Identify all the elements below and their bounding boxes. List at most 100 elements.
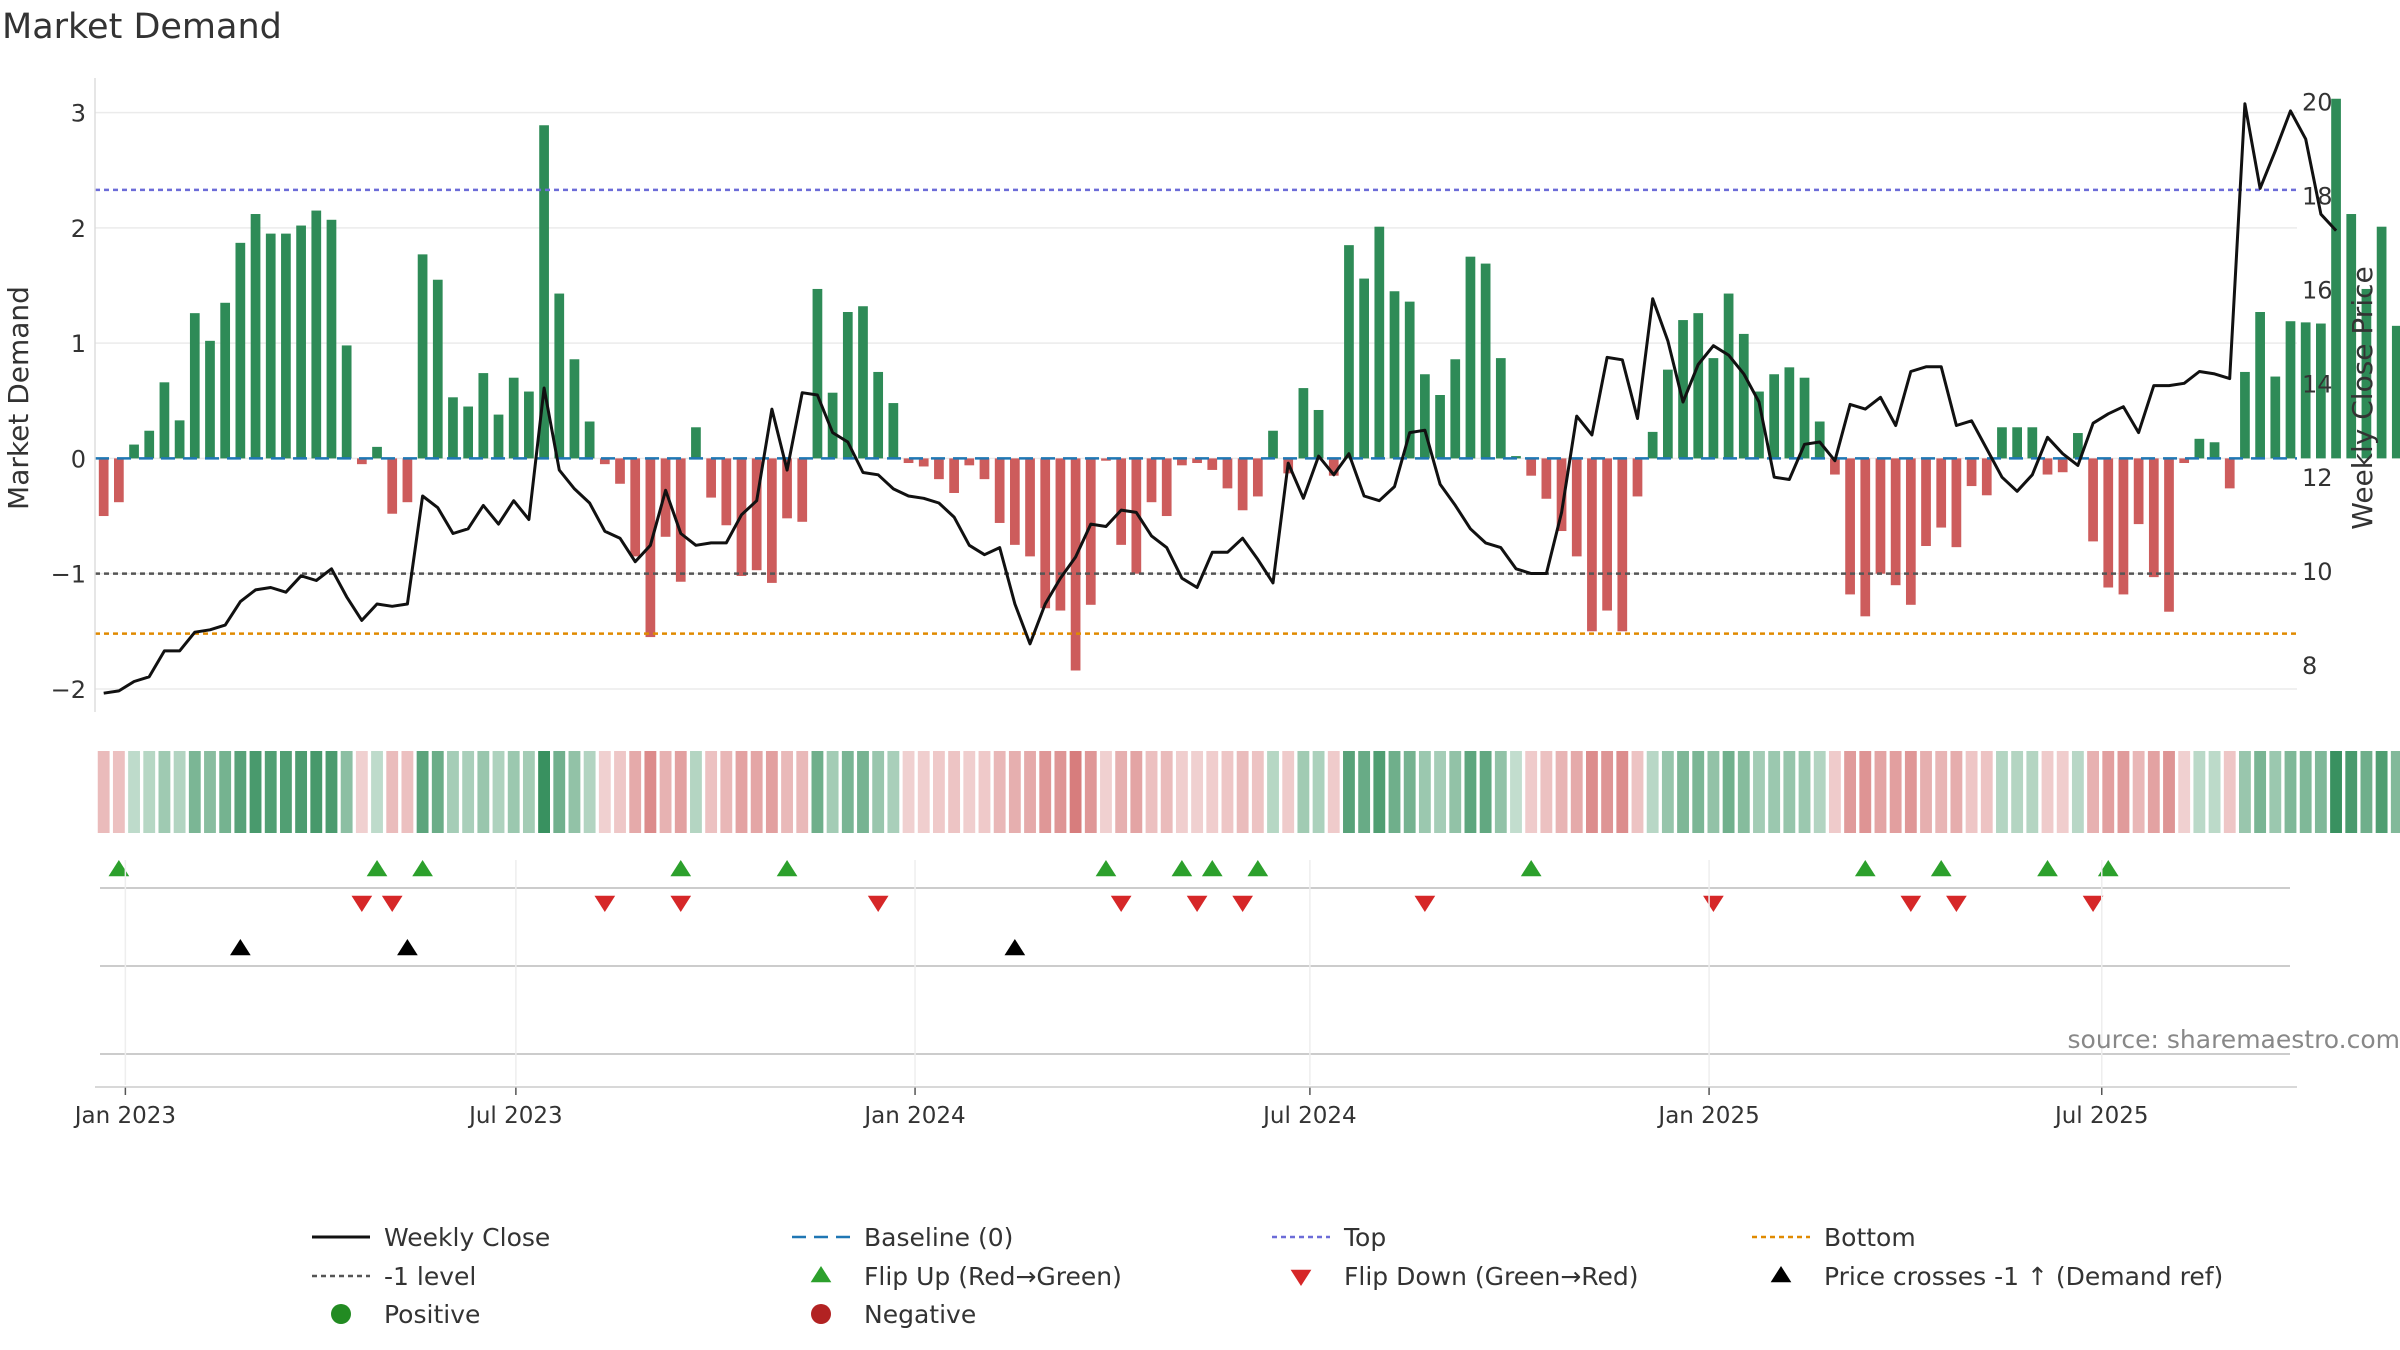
strip-cell <box>659 751 672 833</box>
demand-bar <box>463 406 474 459</box>
strip-cell <box>355 751 368 833</box>
demand-bar <box>1252 458 1263 497</box>
strip-cell <box>720 751 733 833</box>
flip-up-marker <box>1201 860 1223 877</box>
strip-cell <box>97 751 110 833</box>
strip-cell <box>1054 751 1067 833</box>
strip-cell <box>1844 751 1857 833</box>
strip-cell <box>872 751 885 833</box>
strip-cell <box>644 751 657 833</box>
demand-bar <box>478 373 489 459</box>
chart-title: Market Demand <box>2 7 282 47</box>
strip-cell <box>416 751 429 833</box>
y-tick-right-label: 8 <box>2302 652 2317 680</box>
strip-cell <box>1996 751 2008 833</box>
demand-bar <box>2331 98 2341 459</box>
demand-bar <box>1435 395 1445 459</box>
demand-bar <box>1981 458 1992 496</box>
strip-cell <box>1586 751 1598 833</box>
demand-bar <box>1009 458 1020 545</box>
price-cross-marker <box>397 939 418 956</box>
demand-bar <box>1055 458 1066 611</box>
strip-cell <box>1267 751 1279 833</box>
strip-cell <box>963 751 976 833</box>
strip-cell <box>765 751 778 833</box>
strip-cell <box>598 751 611 833</box>
strip-cell <box>2178 751 2191 833</box>
flip-up-marker <box>670 860 692 877</box>
demand-bar <box>1890 458 1901 586</box>
flip-up-marker <box>1930 860 1952 877</box>
demand-bar <box>994 458 1005 523</box>
demand-bar <box>979 458 990 480</box>
demand-bar <box>2346 214 2357 459</box>
strip-cell <box>1783 751 1796 833</box>
demand-bar <box>2270 376 2281 459</box>
demand-bar <box>159 382 170 459</box>
strip-cell <box>1828 751 1841 833</box>
flip-up-marker <box>1854 860 1876 877</box>
flip-down-marker <box>1414 895 1436 912</box>
demand-bar <box>341 345 352 459</box>
demand-bar <box>1298 388 1309 459</box>
demand-bar <box>2391 325 2400 459</box>
strip-cell <box>1343 751 1355 833</box>
demand-bar <box>1784 367 1795 459</box>
y-tick-left-label: −1 <box>51 561 86 589</box>
strip-cell <box>841 751 854 833</box>
demand-bar <box>448 397 458 459</box>
demand-bar <box>493 414 504 459</box>
strip-cell <box>674 751 687 833</box>
strip-cell <box>2239 751 2251 833</box>
x-tick-label: Jan 2023 <box>73 1103 176 1129</box>
strip-cell <box>1160 751 1173 833</box>
strip-cell <box>2132 751 2145 833</box>
strip-cell <box>614 751 626 833</box>
strip-cell <box>1191 751 1204 833</box>
demand-bar <box>1905 458 1916 605</box>
strip-cell <box>1661 751 1674 833</box>
flip-down-marker <box>1186 895 1208 912</box>
flip-down-marker <box>1232 895 1253 912</box>
demand-bar <box>615 458 625 484</box>
demand-bar <box>1754 391 1764 459</box>
strip-cell <box>948 751 961 833</box>
strip-cell <box>1145 751 1158 833</box>
strip-cell <box>781 751 793 833</box>
demand-bar <box>1192 458 1202 464</box>
legend-label: Positive <box>384 1300 480 1329</box>
demand-bar <box>2209 442 2220 459</box>
demand-bar <box>1951 458 1962 548</box>
strip-cell <box>811 751 824 833</box>
strip-cell <box>2345 751 2358 833</box>
strip-cell <box>1494 751 1507 833</box>
strip-cell <box>2026 751 2039 833</box>
strip-cell <box>690 751 702 833</box>
demand-bar <box>539 125 549 459</box>
demand-bar <box>2361 288 2372 459</box>
strip-cell <box>1434 751 1446 833</box>
demand-bar <box>1799 377 1810 459</box>
y-axis-right-label: Weekly Close Price <box>2346 266 2379 529</box>
demand-bar <box>1587 458 1597 632</box>
demand-bar <box>250 214 261 459</box>
x-tick-label: Jan 2025 <box>1656 1103 1759 1129</box>
demand-bar <box>873 371 884 459</box>
demand-bar <box>721 458 732 526</box>
demand-bar <box>311 210 322 459</box>
demand-bar <box>1860 458 1871 617</box>
strip-cell <box>2360 751 2373 833</box>
strip-cell <box>1540 751 1553 833</box>
demand-bar <box>918 458 929 467</box>
y-tick-right-label: 10 <box>2302 558 2333 586</box>
demand-bar <box>1738 333 1749 459</box>
strip-cell <box>2299 751 2312 833</box>
demand-bar <box>934 458 944 480</box>
strip-cell <box>978 751 991 833</box>
flip-up-marker <box>1520 860 1542 877</box>
demand-bar <box>1025 458 1035 557</box>
y-tick-right-label: 14 <box>2302 370 2333 398</box>
source-note: source: sharemaestro.com <box>2068 1025 2400 1054</box>
strip-cell <box>2102 751 2115 833</box>
strip-cell <box>279 751 292 833</box>
